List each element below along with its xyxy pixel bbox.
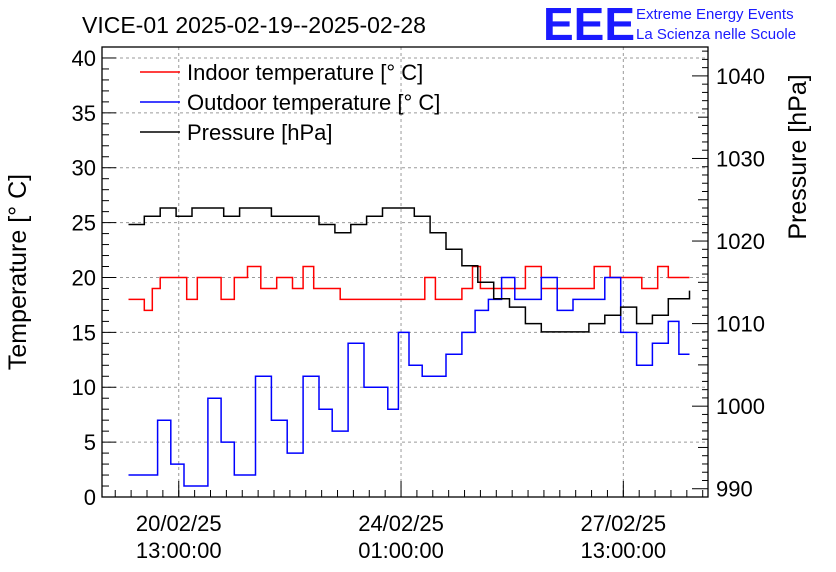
left-axis: 0 5 10 15 20 25 30 35 40 xyxy=(72,46,116,510)
left-tick-label: 35 xyxy=(72,101,96,126)
logo-mark: EEE xyxy=(543,0,635,50)
x-tick-label-time: 13:00:00 xyxy=(136,538,222,563)
legend: Indoor temperature [° C] Outdoor temperat… xyxy=(140,60,440,145)
x-axis: 20/02/2513:00:0024/02/2501:00:0027/02/25… xyxy=(114,481,704,563)
x-tick-label-date: 24/02/25 xyxy=(358,511,444,536)
right-tick-label: 1030 xyxy=(716,146,765,171)
left-tick-label: 30 xyxy=(72,156,96,181)
right-tick-label: 1000 xyxy=(716,394,765,419)
left-tick-label: 10 xyxy=(72,375,96,400)
right-tick-label: 1020 xyxy=(716,229,765,254)
plot-frame xyxy=(101,46,709,498)
logo-line2: La Scienza nelle Scuole xyxy=(636,26,796,43)
series-line-1 xyxy=(128,276,690,487)
legend-label-0: Indoor temperature [° C] xyxy=(187,60,423,85)
logo-line1: Extreme Energy Events xyxy=(636,6,794,23)
series-line-0 xyxy=(128,265,690,312)
right-axis: 990 1000 1010 1020 1030 1040 xyxy=(692,50,765,502)
chart-title: VICE-01 2025-02-19--2025-02-28 xyxy=(82,12,426,38)
x-tick-label-date: 27/02/25 xyxy=(580,511,666,536)
series-line-2 xyxy=(128,207,691,333)
x-tick-label-date: 20/02/25 xyxy=(136,511,222,536)
left-tick-label: 15 xyxy=(72,320,96,345)
left-tick-label: 0 xyxy=(84,485,96,510)
y-axis-label: Temperature [° C] xyxy=(4,174,32,370)
left-tick-label: 20 xyxy=(72,265,96,290)
right-tick-label: 1010 xyxy=(716,312,765,337)
eee-logo: EEE Extreme Energy Events La Scienza nel… xyxy=(543,0,796,50)
series-lines xyxy=(128,207,691,487)
left-tick-label: 25 xyxy=(72,211,96,236)
right-tick-label: 990 xyxy=(716,477,753,502)
left-tick-label: 5 xyxy=(84,430,96,455)
x-tick-label-time: 01:00:00 xyxy=(358,538,444,563)
left-tick-label: 40 xyxy=(72,46,96,71)
right-tick-label: 1040 xyxy=(716,64,765,89)
legend-label-1: Outdoor temperature [° C] xyxy=(187,90,440,115)
y2-axis-label: Pressure [hPa] xyxy=(784,74,812,239)
legend-label-2: Pressure [hPa] xyxy=(187,120,333,145)
x-tick-label-time: 13:00:00 xyxy=(580,538,666,563)
